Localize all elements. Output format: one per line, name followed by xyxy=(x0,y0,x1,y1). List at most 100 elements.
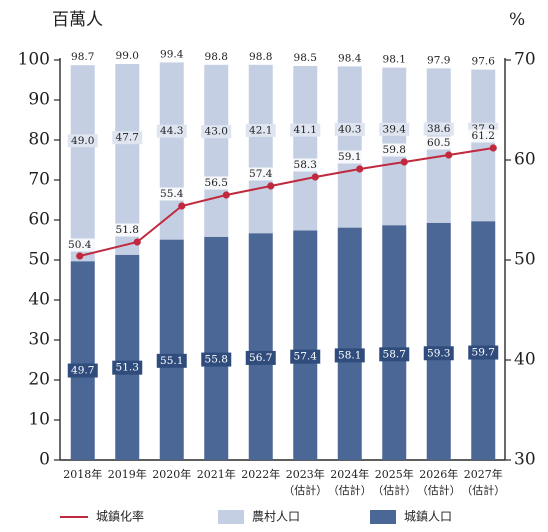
rate-line-group xyxy=(76,144,497,260)
rate-label-bg xyxy=(379,143,410,157)
rate-point xyxy=(178,202,186,210)
rural-label-box xyxy=(67,134,98,148)
total-label: 98.5 xyxy=(294,52,317,64)
bar-rural xyxy=(70,65,95,262)
left-tick-label: 90 xyxy=(28,90,50,110)
rate-label-bg xyxy=(334,150,365,164)
rural-label-box xyxy=(245,123,276,137)
urban-label: 49.7 xyxy=(71,365,94,377)
right-tick-label: 50 xyxy=(514,250,536,270)
total-label: 98.4 xyxy=(338,52,362,64)
left-tick-label: 60 xyxy=(28,210,50,230)
rate-label: 55.4 xyxy=(160,188,184,200)
urban-label-box xyxy=(334,348,365,363)
urban-label-box xyxy=(201,352,232,367)
x-category-label: （估計） xyxy=(283,483,327,497)
rural-label: 44.3 xyxy=(160,125,183,137)
rural-label: 43.0 xyxy=(205,126,228,138)
left-tick-label: 30 xyxy=(28,330,50,350)
right-axis-unit: % xyxy=(509,10,525,30)
left-tick-label: 10 xyxy=(28,410,50,430)
axes: 0 10 20 30 40 50 60 70 80 90 100 30 40 50 60 70 xyxy=(18,50,536,470)
x-category-label: 2025年 xyxy=(375,467,414,481)
urban-label-box xyxy=(245,350,276,365)
bar-rural xyxy=(293,66,318,231)
x-category-label: 2021年 xyxy=(197,467,236,481)
rural-label: 49.0 xyxy=(71,135,94,147)
rural-label-box xyxy=(290,123,321,137)
left-tick-label: 50 xyxy=(28,250,50,270)
rate-point xyxy=(356,165,364,173)
rate-label-bg xyxy=(112,223,143,237)
right-tick-label: 70 xyxy=(514,50,536,70)
rate-label: 56.5 xyxy=(205,177,228,189)
rate-label: 57.4 xyxy=(249,168,273,180)
bar-urban xyxy=(204,236,229,460)
total-label: 98.7 xyxy=(71,51,94,63)
urban-label-box xyxy=(156,353,187,368)
legend-box-swatch xyxy=(370,510,396,524)
rate-label: 50.4 xyxy=(68,239,92,251)
rate-label-bg xyxy=(423,136,454,150)
urban-label: 56.7 xyxy=(249,352,272,364)
bar-urban xyxy=(293,230,318,460)
urban-label-box xyxy=(67,363,98,378)
rural-label: 40.3 xyxy=(338,123,361,135)
left-tick-label: 20 xyxy=(28,370,50,390)
x-axis-labels: 2018年 2019年 2020年 2021年 2022年 2023年（估計）2024年（… xyxy=(63,467,505,497)
rate-label: 51.8 xyxy=(116,224,139,236)
urban-label: 55.1 xyxy=(160,355,183,367)
total-label: 98.1 xyxy=(383,54,406,66)
x-category-label: 2024年 xyxy=(330,467,369,481)
x-category-label: 2027年 xyxy=(464,467,503,481)
rate-label: 60.5 xyxy=(427,137,450,149)
rate-label-bg xyxy=(468,129,499,143)
rate-point xyxy=(267,182,275,190)
rate-label-bg xyxy=(290,158,321,172)
bar-urban xyxy=(248,233,273,460)
left-tick-label: 70 xyxy=(28,170,50,190)
rate-point xyxy=(222,191,230,199)
urban-label-box xyxy=(379,347,410,362)
urban-label: 59.7 xyxy=(472,347,495,359)
legend-label: 農村人口 xyxy=(252,510,300,524)
total-label: 99.0 xyxy=(116,50,139,62)
urban-label-box xyxy=(112,360,143,375)
rural-label-box xyxy=(156,124,187,138)
x-category-label: 2022年 xyxy=(241,467,280,481)
rate-point xyxy=(311,173,319,181)
x-category-label: 2026年 xyxy=(419,467,458,481)
rural-label: 38.6 xyxy=(427,123,451,135)
bar-urban xyxy=(70,261,95,460)
rate-point xyxy=(445,151,453,159)
rate-point xyxy=(76,252,84,260)
rate-label-bg xyxy=(245,167,276,181)
left-tick-label: 40 xyxy=(28,290,50,310)
rural-label: 41.1 xyxy=(294,124,317,136)
bar-rural xyxy=(337,66,362,228)
rate-label: 59.1 xyxy=(338,151,361,163)
x-category-label: 2018年 xyxy=(63,467,102,481)
rural-label-box xyxy=(334,122,365,136)
right-tick-label: 60 xyxy=(514,150,536,170)
urban-label: 58.7 xyxy=(383,348,406,360)
urban-label-box xyxy=(290,349,321,364)
rate-label: 59.8 xyxy=(383,144,406,156)
rural-label-box xyxy=(379,122,410,136)
x-category-label: 2019年 xyxy=(108,467,147,481)
urban-label: 58.1 xyxy=(338,349,361,361)
left-tick-label: 100 xyxy=(18,50,50,70)
bar-rural xyxy=(115,64,140,255)
total-label: 99.4 xyxy=(160,48,184,60)
rural-label-box xyxy=(201,125,232,139)
bar-urban xyxy=(382,225,407,460)
bar-urban xyxy=(426,222,451,460)
bar-urban xyxy=(471,221,496,460)
total-label: 97.9 xyxy=(427,54,450,66)
rural-label: 39.4 xyxy=(383,123,407,135)
bar-rural xyxy=(204,64,229,237)
x-category-label: （估計） xyxy=(461,483,505,497)
urban-label: 51.3 xyxy=(116,362,139,374)
